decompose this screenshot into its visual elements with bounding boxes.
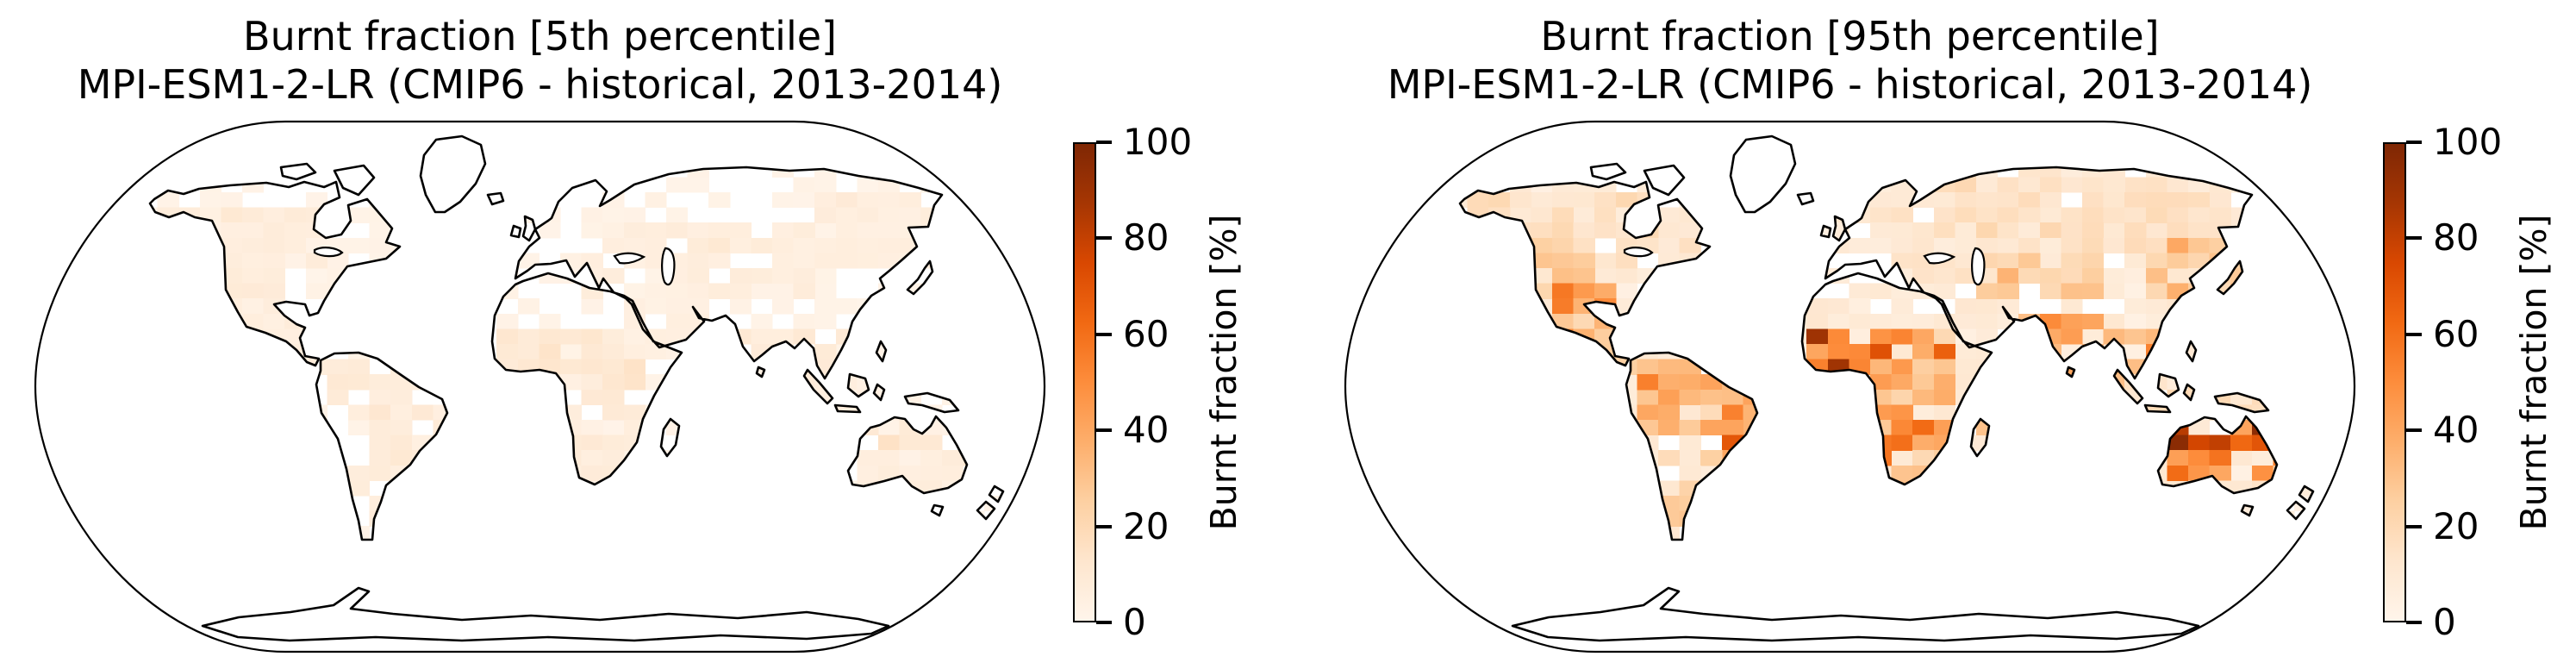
colorbar-tick-mark [2406,141,2422,144]
panel-95th-percentile: Burnt fraction [95th percentile] MPI-ESM… [1310,0,2576,669]
colorbar-tick-label: 0 [1123,601,1146,643]
colorbar-tick-label: 40 [2433,409,2479,452]
world-map-95th-percentile [1344,120,2356,653]
map-title: Burnt fraction [5th percentile] MPI-ESM1… [30,12,1050,109]
colorbar-tick-mark [2406,236,2422,241]
colorbar-tick-label: 100 [1123,121,1193,163]
colorbar-axis-label: Burnt fraction [%] [1203,214,1244,531]
panel-5th-percentile: Burnt fraction [5th percentile] MPI-ESM1… [30,12,1244,653]
colorbar-tick-label: 80 [1123,216,1169,259]
colorbar-tick-label: 80 [2433,216,2479,259]
colorbar-tick-mark [2406,524,2422,528]
map-title-line2: MPI-ESM1-2-LR (CMIP6 - historical, 2013-… [77,61,1003,108]
colorbar-gradient [1073,142,1096,622]
map-title-line1: Burnt fraction [5th percentile] [243,13,837,59]
colorbar-tick-mark [2406,621,2422,624]
colorbar-tick-mark [1096,428,1112,433]
colorbar-tick-mark [1096,332,1112,336]
colorbar-tick-mark [2406,428,2422,433]
colorbar-tick-mark [1096,236,1112,241]
colorbar-axis-label: Burnt fraction [%] [2513,214,2554,531]
colorbar-tick-label: 60 [2433,312,2479,355]
colorbar-tick-mark [2406,332,2422,336]
colorbar-tick-label: 60 [1123,312,1169,355]
colorbar-tick-mark [1096,524,1112,528]
colorbar-tick-mark [1096,141,1112,144]
colorbar-gradient [2383,142,2406,622]
map-title-line2: MPI-ESM1-2-LR (CMIP6 - historical, 2013-… [1387,61,2313,108]
colorbar-tick-label: 0 [2433,601,2456,643]
colorbar-tick-label: 40 [1123,409,1169,452]
colorbar-tick-label: 20 [1123,504,1169,547]
colorbar-tick-mark [1096,621,1112,624]
map-title-line1: Burnt fraction [95th percentile] [1540,13,2160,59]
colorbar-tick-label: 100 [2433,121,2503,163]
world-map-5th-percentile [34,120,1046,653]
colorbar-tick-label: 20 [2433,504,2479,547]
map-title: Burnt fraction [95th percentile] MPI-ESM… [1340,12,2360,109]
